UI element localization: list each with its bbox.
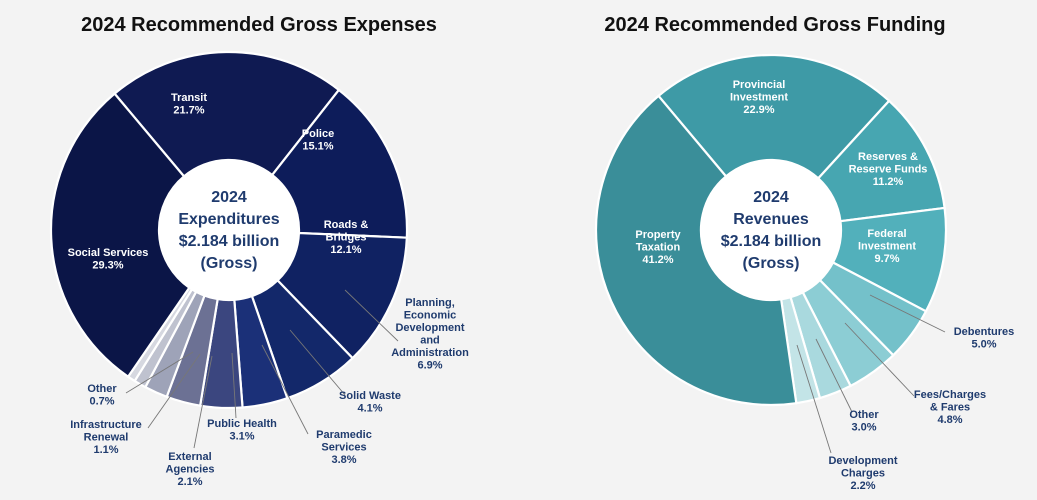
center-text-line: 2024 [211,189,247,206]
pie-chart-2: 2024 Recommended Gross Funding 2024 Revenu… [594,14,1015,492]
slice-label-fees-charges-fares: Fees/Charges & Fares 4.8% [914,389,986,426]
slice-label-planning-economic-development-and-administration: Planning, Economic Development and Administr… [391,297,469,372]
center-text-line: (Gross) [743,255,800,272]
slice-label-property-taxation: Property Taxation 41.2% [635,229,681,266]
slice-label-solid-waste: Solid Waste 4.1% [339,390,401,415]
slice-label-roads-bridges: Roads & Bridges 12.1% [324,219,369,256]
slice-label-social-services: Social Services 29.3% [68,247,149,272]
leader-line [815,338,853,413]
slice-label-infrastructure-renewal: Infrastructure Renewal 1.1% [70,419,142,456]
slice-label-provincial-investment: Provincial Investment 22.9% [730,79,788,116]
leader-line [261,344,309,435]
center-text-line: Revenues [733,211,809,228]
center-hole [159,160,299,300]
leader-line [796,344,832,454]
chart-title-1: 2024 Recommended Gross Expenses [81,14,437,36]
leader-line [147,353,201,429]
leader-line [289,329,346,396]
leader-line [193,355,213,449]
slice-label-transit: Transit 21.7% [171,92,207,117]
center-text-line: Expenditures [178,211,279,228]
slice-label-debentures: Debentures 5.0% [954,326,1015,351]
slice-label-police: Police 15.1% [302,128,334,153]
leader-line [869,294,946,333]
slice-label-public-health: Public Health 3.1% [207,418,277,443]
leader-line [844,322,915,397]
slice-label-paramedic-services: Paramedic Services 3.8% [316,429,372,466]
slice-label-other: Other 0.7% [87,383,117,408]
leader-line [231,352,237,419]
leader-line [344,289,399,342]
center-text-line: 2024 [753,189,789,206]
slice-label-other: Other 3.0% [849,409,879,434]
leader-line [125,351,194,394]
center-text-line: $2.184 billion [721,233,821,250]
slice-label-reserves-reserve-funds: Reserves & Reserve Funds 11.2% [849,151,928,188]
slice-label-federal-investment: Federal Investment 9.7% [858,228,916,265]
chart-title-2: 2024 Recommended Gross Funding [604,14,945,36]
center-text-line: $2.184 billion [179,233,279,250]
center-hole [701,160,841,300]
pie-chart-1: 2024 Recommended Gross Expenses 2024 Expen… [49,14,469,488]
slice-label-external-agencies: External Agencies 2.1% [166,451,215,488]
center-text-line: (Gross) [201,255,258,272]
slice-label-development-charges: Development Charges 2.2% [828,455,897,492]
